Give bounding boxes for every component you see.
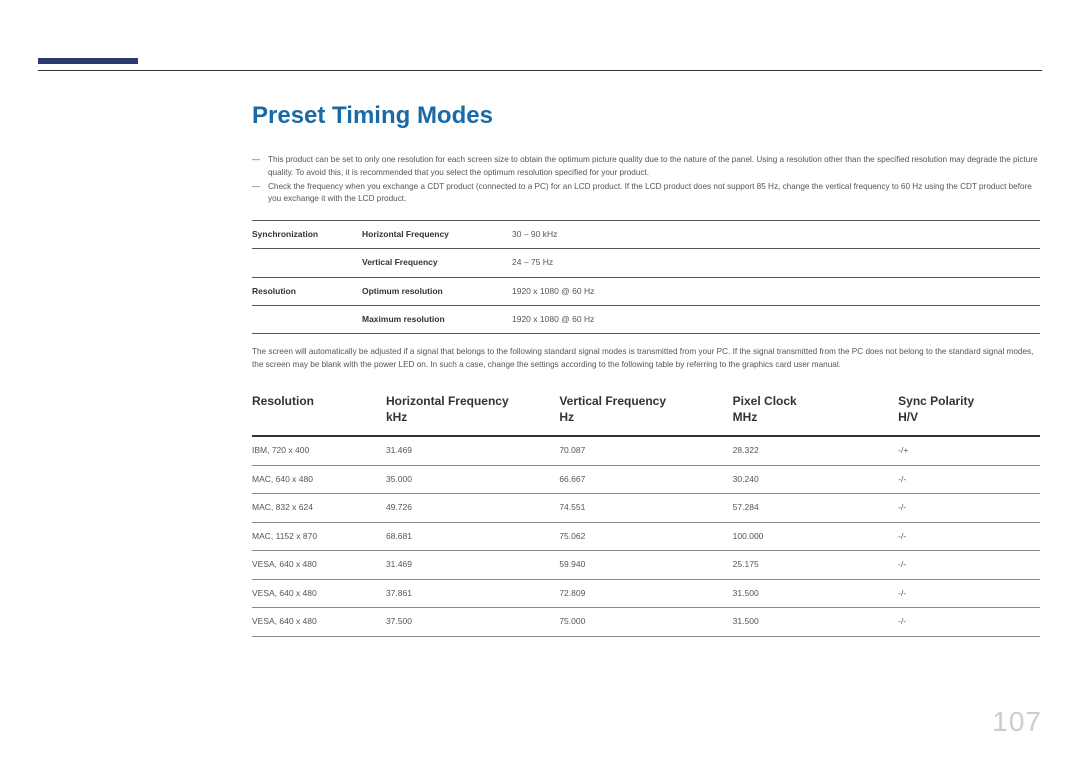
table-cell: 35.000 <box>386 465 559 493</box>
table-cell: MAC, 1152 x 870 <box>252 522 386 550</box>
col-hfreq: Horizontal Frequency kHz <box>386 389 559 436</box>
dash-icon: ― <box>252 181 268 206</box>
table-cell: -/- <box>898 551 1040 579</box>
spec-category <box>252 305 362 333</box>
table-cell: -/+ <box>898 436 1040 465</box>
table-cell: MAC, 832 x 624 <box>252 494 386 522</box>
table-cell: 75.000 <box>559 608 732 636</box>
spec-label: Horizontal Frequency <box>362 220 512 248</box>
table-cell: 25.175 <box>733 551 898 579</box>
table-row: Synchronization Horizontal Frequency 30 … <box>252 220 1040 248</box>
table-cell: 31.469 <box>386 551 559 579</box>
spec-category <box>252 249 362 277</box>
table-row: MAC, 1152 x 87068.68175.062100.000-/- <box>252 522 1040 550</box>
table-cell: VESA, 640 x 480 <box>252 579 386 607</box>
table-row: Resolution Optimum resolution 1920 x 108… <box>252 277 1040 305</box>
table-row: VESA, 640 x 48037.86172.80931.500-/- <box>252 579 1040 607</box>
col-resolution: Resolution <box>252 389 386 436</box>
note-text: Check the frequency when you exchange a … <box>268 181 1040 206</box>
table-row: VESA, 640 x 48037.50075.00031.500-/- <box>252 608 1040 636</box>
mid-note: The screen will automatically be adjuste… <box>252 346 1040 371</box>
table-row: MAC, 640 x 48035.00066.66730.240-/- <box>252 465 1040 493</box>
table-cell: 75.062 <box>559 522 732 550</box>
table-cell: 37.861 <box>386 579 559 607</box>
table-cell: 72.809 <box>559 579 732 607</box>
table-row: IBM, 720 x 40031.46970.08728.322-/+ <box>252 436 1040 465</box>
timing-table-body: IBM, 720 x 40031.46970.08728.322-/+MAC, … <box>252 436 1040 636</box>
col-vfreq: Vertical Frequency Hz <box>559 389 732 436</box>
table-cell: 31.500 <box>733 579 898 607</box>
table-cell: 100.000 <box>733 522 898 550</box>
table-cell: 31.500 <box>733 608 898 636</box>
table-header-row: Resolution Horizontal Frequency kHz Vert… <box>252 389 1040 436</box>
spec-category: Synchronization <box>252 220 362 248</box>
table-cell: 59.940 <box>559 551 732 579</box>
timing-table: Resolution Horizontal Frequency kHz Vert… <box>252 389 1040 637</box>
table-cell: -/- <box>898 522 1040 550</box>
spec-label: Maximum resolution <box>362 305 512 333</box>
table-cell: MAC, 640 x 480 <box>252 465 386 493</box>
spec-value: 24 – 75 Hz <box>512 249 1040 277</box>
table-cell: 57.284 <box>733 494 898 522</box>
spec-value: 1920 x 1080 @ 60 Hz <box>512 305 1040 333</box>
page-number: 107 <box>992 703 1042 741</box>
page-title: Preset Timing Modes <box>252 100 1040 132</box>
col-pixelclock: Pixel Clock MHz <box>733 389 898 436</box>
page-content: Preset Timing Modes ― This product can b… <box>252 100 1040 637</box>
table-row: MAC, 832 x 62449.72674.55157.284-/- <box>252 494 1040 522</box>
table-cell: 30.240 <box>733 465 898 493</box>
table-row: VESA, 640 x 48031.46959.94025.175-/- <box>252 551 1040 579</box>
table-cell: 28.322 <box>733 436 898 465</box>
table-cell: 68.681 <box>386 522 559 550</box>
dash-icon: ― <box>252 154 268 179</box>
spec-label: Vertical Frequency <box>362 249 512 277</box>
spec-category: Resolution <box>252 277 362 305</box>
table-cell: -/- <box>898 465 1040 493</box>
col-syncpolarity: Sync Polarity H/V <box>898 389 1040 436</box>
note-list: ― This product can be set to only one re… <box>252 154 1040 205</box>
note-text: This product can be set to only one reso… <box>268 154 1040 179</box>
table-cell: 70.087 <box>559 436 732 465</box>
table-cell: 37.500 <box>386 608 559 636</box>
table-cell: VESA, 640 x 480 <box>252 551 386 579</box>
table-row: Vertical Frequency 24 – 75 Hz <box>252 249 1040 277</box>
spec-value: 30 – 90 kHz <box>512 220 1040 248</box>
table-cell: IBM, 720 x 400 <box>252 436 386 465</box>
header-rule <box>38 70 1042 71</box>
note-item: ― Check the frequency when you exchange … <box>252 181 1040 206</box>
table-row: Maximum resolution 1920 x 1080 @ 60 Hz <box>252 305 1040 333</box>
note-item: ― This product can be set to only one re… <box>252 154 1040 179</box>
table-cell: 74.551 <box>559 494 732 522</box>
table-cell: 66.667 <box>559 465 732 493</box>
spec-table: Synchronization Horizontal Frequency 30 … <box>252 220 1040 335</box>
table-cell: -/- <box>898 494 1040 522</box>
table-cell: 49.726 <box>386 494 559 522</box>
spec-label: Optimum resolution <box>362 277 512 305</box>
spec-value: 1920 x 1080 @ 60 Hz <box>512 277 1040 305</box>
table-cell: -/- <box>898 579 1040 607</box>
table-cell: -/- <box>898 608 1040 636</box>
header-accent-bar <box>38 58 138 64</box>
table-cell: VESA, 640 x 480 <box>252 608 386 636</box>
table-cell: 31.469 <box>386 436 559 465</box>
